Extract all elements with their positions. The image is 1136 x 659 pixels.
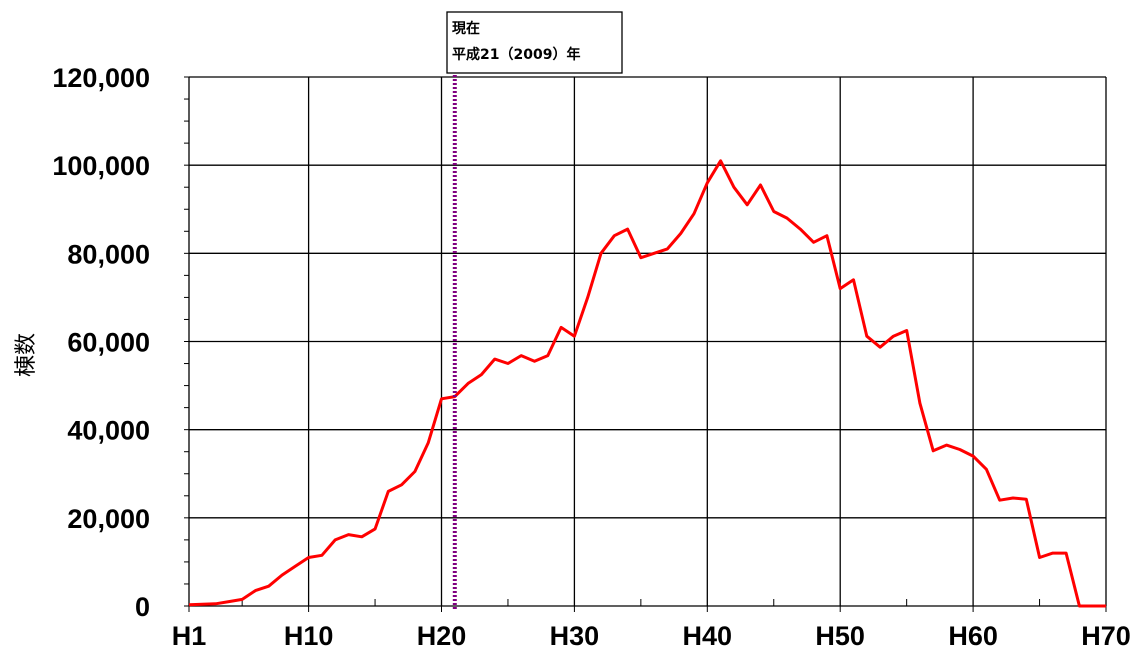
minor-x-ticks [241,599,1041,606]
x-tick-label: H60 [948,621,998,651]
annotation-label: 現在 [452,20,480,37]
x-tick-label: H40 [683,621,733,651]
x-tick-label: H70 [1081,621,1131,651]
y-tick-label: 40,000 [67,416,150,446]
series-layer [188,159,1106,608]
annotation-box [446,11,623,74]
y-tick-labels: 0 20,000 40,000 60,000 80,000 100,000 120,000 [52,63,150,622]
x-tick-labels: H1 H10 H20 H30 H40 H50 H60 H70 [172,621,1131,651]
x-tick-label: H20 [417,621,467,651]
x-tick-label: H50 [815,621,865,651]
x-tick-label: H10 [284,621,334,651]
y-tick-label: 60,000 [67,328,150,358]
series-line [188,159,1106,608]
y-tick-label: 20,000 [67,504,150,534]
annotation-label: 平成21（2009）年 [452,46,580,63]
y-tick-label: 80,000 [67,239,150,269]
x-tick-label: H1 [172,621,207,651]
grid-lines [184,76,1107,612]
y-tick-label: 100,000 [52,151,150,181]
y-axis-label: 棟数 [14,333,39,377]
y-tick-label: 120,000 [52,63,150,93]
y-tick-label: 0 [135,592,150,622]
x-tick-label: H30 [550,621,600,651]
